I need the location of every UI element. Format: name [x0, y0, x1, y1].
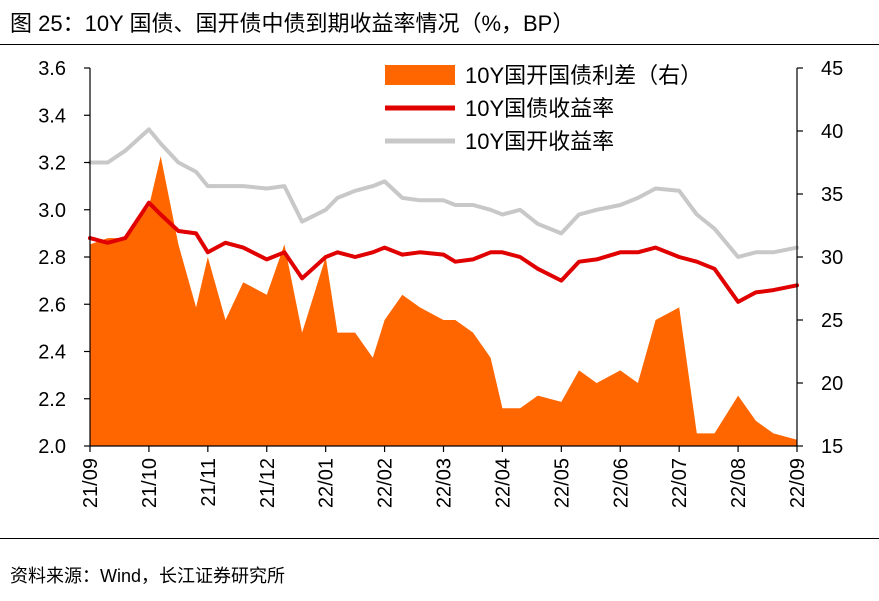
axes: 2.0 2.2 2.4 2.6 2.8 3.0 3.2 3.4 3.6 15 20 25 30 35 40 4…: [38, 58, 843, 508]
source-note: 资料来源：Wind，长江证券研究所: [10, 566, 286, 586]
x-tick-label: 21/12: [257, 458, 279, 508]
x-tick-label: 22/06: [610, 458, 632, 508]
right-tick-label: 40: [821, 121, 843, 143]
left-tick-label: 3.0: [38, 200, 66, 222]
x-tick-label: 22/08: [728, 458, 750, 508]
left-tick-label: 2.4: [38, 342, 66, 364]
left-tick-label: 3.4: [38, 105, 66, 127]
left-tick-label: 2.0: [38, 436, 66, 458]
right-tick-label: 15: [821, 436, 843, 458]
x-tick-label: 22/09: [787, 458, 809, 508]
legend-label: 10Y国开收益率: [465, 129, 614, 154]
x-tick-label: 22/03: [434, 458, 456, 508]
x-tick-label: 21/09: [80, 458, 102, 508]
right-tick-label: 20: [821, 373, 843, 395]
series-cgb-yield-line: [88, 200, 799, 304]
source-rule: [0, 538, 879, 539]
yield-lines-layer: [88, 127, 799, 304]
left-tick-label: 2.2: [38, 389, 66, 411]
right-tick-label: 45: [821, 58, 843, 80]
left-tick-label: 3.2: [38, 153, 66, 175]
legend-swatch-spread: [385, 65, 455, 85]
right-tick-label: 35: [821, 184, 843, 206]
left-tick-label: 2.6: [38, 294, 66, 316]
x-tick-label: 22/07: [669, 458, 691, 508]
right-tick-label: 25: [821, 310, 843, 332]
x-tick-label: 22/04: [492, 458, 514, 508]
figure-title: 图 25：10Y 国债、国开债中债到期收益率情况（%，BP）: [10, 11, 575, 36]
legend-label: 10Y国开国债利差（右）: [465, 63, 702, 88]
x-tick-label: 22/02: [375, 458, 397, 508]
legend: 10Y国开国债利差（右） 10Y国债收益率 10Y国开收益率: [385, 63, 702, 154]
title-rule: [0, 44, 879, 45]
x-tick-label: 21/11: [198, 458, 220, 507]
x-tick-label: 21/10: [139, 458, 161, 508]
right-tick-label: 30: [821, 247, 843, 269]
spread-area-layer: [90, 156, 797, 446]
left-tick-label: 2.8: [38, 247, 66, 269]
series-spread-area: [90, 156, 797, 446]
x-tick-label: 22/01: [316, 458, 338, 508]
series-cdb-yield-line: [88, 127, 799, 259]
left-tick-label: 3.6: [38, 58, 66, 80]
x-tick-label: 22/05: [551, 458, 573, 508]
legend-label: 10Y国债收益率: [465, 96, 614, 121]
